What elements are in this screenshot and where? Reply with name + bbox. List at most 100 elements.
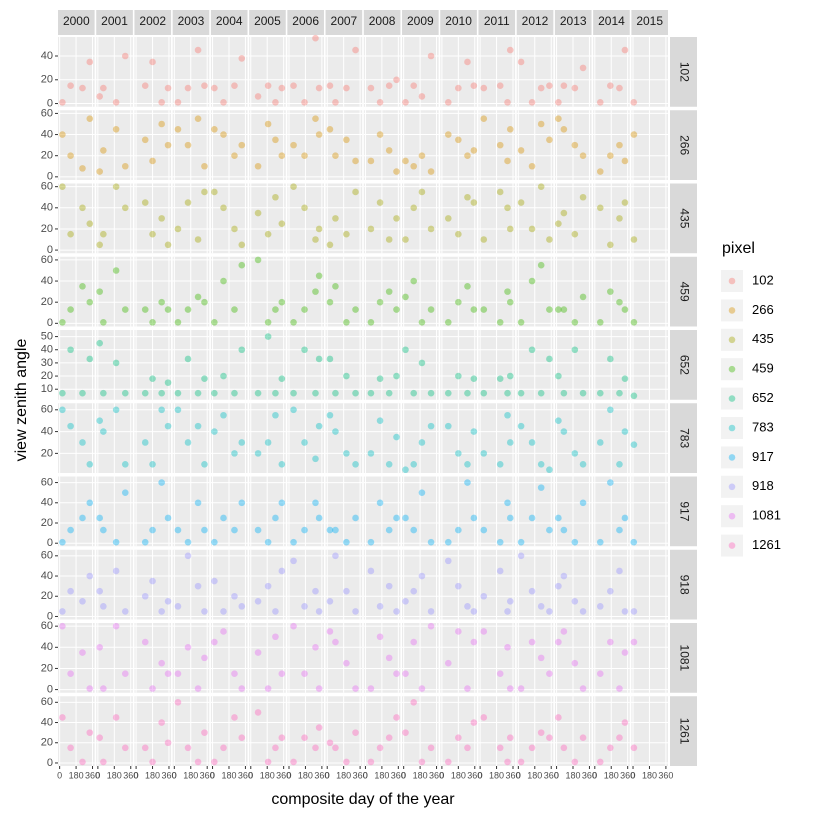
point: [464, 744, 471, 752]
point: [211, 758, 218, 766]
point: [184, 199, 192, 206]
point: [315, 422, 323, 430]
x-tick-label: 0: [286, 770, 291, 780]
point: [79, 204, 86, 212]
point: [418, 758, 426, 766]
point: [418, 152, 426, 159]
point: [231, 152, 238, 159]
point: [367, 84, 375, 92]
point: [290, 758, 297, 766]
point: [385, 460, 393, 468]
point: [121, 608, 129, 615]
point: [402, 293, 409, 301]
point: [470, 638, 478, 646]
facet-strip: [631, 10, 668, 35]
point: [332, 428, 339, 435]
point: [506, 46, 514, 54]
point: [301, 306, 308, 313]
point: [385, 654, 393, 662]
point: [201, 654, 208, 662]
point: [326, 241, 334, 249]
point: [402, 99, 409, 106]
point: [546, 466, 553, 474]
point: [607, 406, 614, 414]
point: [67, 526, 74, 534]
point: [596, 758, 604, 766]
point: [220, 514, 227, 522]
point: [410, 699, 418, 706]
point: [376, 499, 384, 507]
point: [385, 734, 393, 741]
point: [607, 479, 614, 486]
point: [385, 582, 393, 590]
y-tick-label: 20: [41, 517, 53, 529]
point: [427, 744, 435, 752]
point: [96, 288, 103, 295]
legend-key: [721, 475, 743, 498]
point: [312, 288, 319, 295]
point: [621, 157, 629, 165]
x-tick-label: 0: [516, 770, 521, 780]
point: [410, 460, 418, 468]
point: [278, 152, 286, 159]
y-tick-label: 20: [41, 590, 53, 602]
point: [470, 375, 478, 382]
facet-strip: [670, 330, 697, 400]
x-tick-label: 180: [260, 770, 275, 780]
point: [546, 136, 553, 144]
point: [607, 82, 614, 90]
point: [86, 499, 94, 507]
point: [496, 538, 504, 546]
point: [343, 372, 350, 380]
point: [59, 622, 66, 630]
point: [312, 744, 319, 752]
point: [211, 318, 218, 326]
point: [571, 141, 579, 149]
point: [546, 236, 553, 243]
point: [254, 598, 262, 605]
point: [444, 389, 452, 397]
point: [464, 479, 471, 486]
facet-strip: [402, 10, 439, 35]
point: [272, 389, 279, 397]
point: [112, 125, 120, 133]
point: [112, 622, 120, 630]
point: [290, 557, 297, 565]
point: [367, 157, 375, 165]
point: [184, 552, 192, 560]
point: [607, 288, 614, 295]
point: [301, 734, 308, 741]
point: [79, 389, 86, 397]
point: [385, 288, 393, 295]
point: [220, 372, 227, 380]
y-tick-label: 20: [41, 370, 53, 382]
point: [555, 372, 562, 380]
point: [444, 557, 452, 565]
point: [96, 587, 103, 595]
point: [158, 608, 165, 615]
point: [427, 422, 435, 430]
point: [402, 466, 409, 474]
point: [220, 744, 227, 752]
point: [238, 241, 246, 249]
point: [560, 572, 568, 580]
x-tick-label: 360: [314, 770, 329, 780]
point: [470, 82, 478, 90]
point: [121, 52, 129, 60]
x-tick-label: 0: [401, 770, 406, 780]
point: [67, 744, 74, 752]
x-tick-label: 360: [161, 770, 176, 780]
point: [343, 84, 350, 92]
x-tick-label: 0: [439, 770, 444, 780]
point: [201, 608, 208, 615]
facet-label: 2000: [63, 14, 90, 28]
point: [560, 526, 568, 534]
point: [264, 758, 272, 766]
y-tick-label: 40: [41, 716, 53, 728]
point: [393, 306, 400, 313]
point: [121, 389, 129, 397]
point: [418, 359, 426, 367]
legend-label: 1261: [752, 537, 781, 552]
x-tick-label: 180: [413, 770, 428, 780]
point: [278, 220, 286, 227]
